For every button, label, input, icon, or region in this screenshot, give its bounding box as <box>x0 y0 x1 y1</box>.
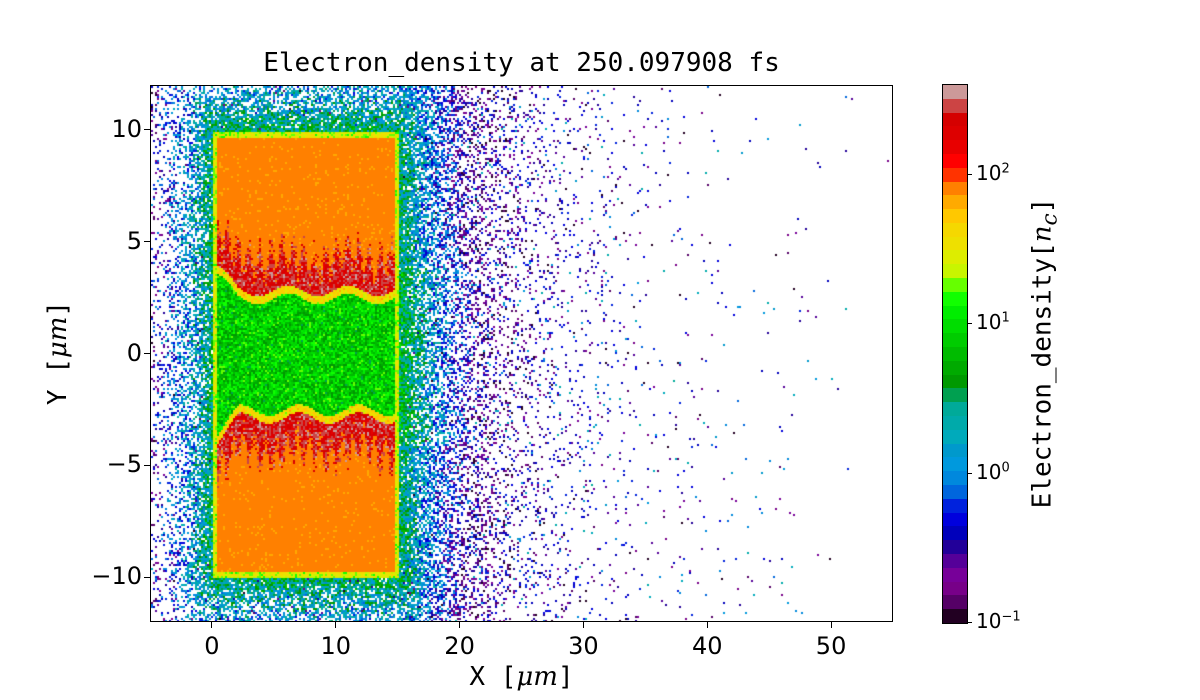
x-tick-label: 30 <box>568 632 599 660</box>
y-tick-mark <box>144 129 150 131</box>
x-tick-label: 50 <box>815 632 847 660</box>
tick-base: 10 <box>976 459 1002 484</box>
y-tick-label: 10 <box>111 114 142 143</box>
colorbar-band <box>943 264 967 279</box>
colorbar-band <box>943 388 967 403</box>
colorbar-band <box>943 360 967 375</box>
colorbar-band <box>943 457 967 472</box>
y-tick-label: 5 <box>126 226 142 255</box>
colorbar-band <box>943 347 967 361</box>
colorbar-tick-mark <box>967 622 972 623</box>
colorbar-tick-label: 102 <box>976 161 1010 185</box>
colorbar-band <box>943 209 967 223</box>
x-label-unit: μm <box>516 662 558 692</box>
colorbar-band <box>943 443 967 458</box>
colorbar-band <box>943 416 967 430</box>
colorbar-band <box>943 374 967 389</box>
y-tick-mark <box>144 576 150 578</box>
tick-base: 10 <box>976 160 1002 185</box>
colorbar-band <box>943 140 967 154</box>
y-tick-mark <box>144 241 150 243</box>
y-tick-mark <box>144 353 150 354</box>
tick-exponent: 1 <box>1001 310 1010 326</box>
y-label-unit: μm <box>43 316 73 359</box>
colorbar-band <box>943 333 967 348</box>
tick-base: 10 <box>976 609 1002 633</box>
y-axis-label: Y [μm] <box>43 301 73 405</box>
tick-exponent: 2 <box>1001 161 1010 177</box>
colorbar-tick-mark <box>967 472 972 474</box>
y-label-pre: Y [ <box>43 358 73 406</box>
colorbar-band <box>943 609 967 623</box>
colorbar-band <box>943 305 967 320</box>
x-tick-mark <box>582 622 584 628</box>
chart-title: Electron_density at 250.097908 fs <box>263 48 780 78</box>
colorbar-band <box>943 526 967 541</box>
colorbar-band <box>943 126 967 141</box>
colorbar-tick-label: 101 <box>976 310 1010 334</box>
colorbar-label-var: n <box>1027 225 1058 243</box>
colorbar-band <box>943 236 967 251</box>
y-tick-label: −10 <box>91 562 142 591</box>
colorbar-band <box>943 319 967 334</box>
colorbar-band <box>943 540 967 555</box>
plot-area <box>150 85 893 622</box>
x-tick-label: 10 <box>320 632 352 660</box>
colorbar-band <box>943 195 967 210</box>
y-label-post: ] <box>43 300 73 317</box>
x-tick-label: 20 <box>444 632 475 660</box>
colorbar-label-pre: Electron_density[ <box>1027 242 1058 509</box>
x-tick-label: 0 <box>204 632 220 660</box>
x-tick-mark <box>706 622 708 628</box>
colorbar-band <box>943 278 967 292</box>
colorbar-band <box>943 167 967 182</box>
colorbar-tick-mark <box>967 323 972 325</box>
x-tick-mark <box>211 622 213 628</box>
colorbar-band <box>943 98 967 113</box>
x-tick-mark <box>830 622 832 628</box>
tick-base: 10 <box>976 310 1002 335</box>
x-tick-mark <box>459 622 461 628</box>
colorbar-label-post: ] <box>1027 197 1058 214</box>
colorbar-band <box>943 153 967 168</box>
x-tick-label: 40 <box>691 632 723 660</box>
colorbar-band <box>943 291 967 306</box>
y-tick-mark <box>144 464 150 466</box>
colorbar-band <box>943 512 967 527</box>
y-tick-label: −5 <box>106 450 142 479</box>
colorbar-tick-label: 10−1 <box>976 609 1021 633</box>
colorbar-tick-label: 100 <box>976 460 1010 484</box>
tick-exponent: 0 <box>1001 459 1010 475</box>
colorbar-band <box>943 429 967 444</box>
colorbar-band <box>943 554 967 568</box>
colorbar-tick-mark <box>967 173 972 175</box>
y-tick-label: 0 <box>126 338 142 367</box>
colorbar-band <box>943 485 967 499</box>
colorbar-band <box>943 250 967 265</box>
colorbar-band <box>943 567 967 582</box>
x-tick-mark <box>335 622 337 628</box>
colorbar-label: Electron_density[nc] <box>1027 198 1062 509</box>
colorbar-band <box>943 498 967 513</box>
colorbar-band <box>943 471 967 486</box>
colorbar-band <box>943 222 967 237</box>
colorbar-band <box>943 181 967 196</box>
colorbar-band <box>943 112 967 127</box>
x-axis-label: X [μm] <box>150 662 893 692</box>
colorbar-label-sub: c <box>1037 213 1063 226</box>
colorbar-band <box>943 595 967 610</box>
colorbar-band <box>943 581 967 596</box>
colorbar <box>942 84 968 624</box>
x-label-pre: X [ <box>469 662 517 692</box>
tick-exponent: −1 <box>1001 609 1021 625</box>
colorbar-band <box>943 84 967 99</box>
heatmap-image <box>151 86 892 621</box>
colorbar-band <box>943 402 967 417</box>
x-label-post: ] <box>557 662 574 692</box>
